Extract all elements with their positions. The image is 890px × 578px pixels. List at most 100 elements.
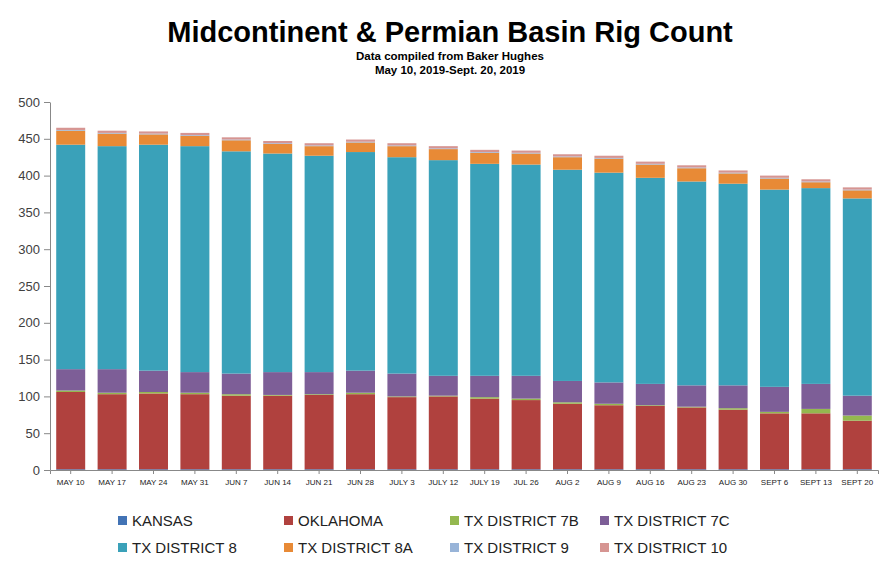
bar bbox=[843, 190, 872, 198]
bar bbox=[387, 374, 416, 397]
bar bbox=[139, 392, 168, 393]
bar bbox=[801, 409, 830, 413]
tick-label: MAY 17 bbox=[98, 478, 126, 487]
tick-label: SEPT 20 bbox=[841, 478, 873, 487]
tick-label: AUG 16 bbox=[636, 478, 665, 487]
tick-label: MAY 24 bbox=[140, 478, 168, 487]
bar bbox=[470, 376, 499, 397]
tick-mark bbox=[691, 470, 692, 474]
tick: JUN 21 bbox=[306, 470, 333, 487]
bar bbox=[760, 412, 789, 413]
bar bbox=[346, 140, 375, 142]
legend-swatch bbox=[118, 543, 127, 552]
bar bbox=[843, 416, 872, 421]
tick: 500 bbox=[18, 95, 50, 110]
tick-mark bbox=[443, 470, 444, 474]
tick: MAY 10 bbox=[57, 470, 85, 487]
tick-label: AUG 9 bbox=[597, 478, 622, 487]
bar bbox=[98, 146, 127, 369]
bar bbox=[346, 393, 375, 394]
tick-mark bbox=[112, 470, 113, 474]
legend-label: TX DISTRICT 7C bbox=[614, 512, 730, 529]
bar bbox=[305, 395, 334, 469]
tick-mark bbox=[401, 470, 402, 474]
bar bbox=[594, 404, 623, 405]
tick-label: SEPT 13 bbox=[800, 478, 832, 487]
tick: 0 bbox=[33, 463, 50, 478]
bar bbox=[98, 394, 127, 469]
bar bbox=[56, 392, 85, 469]
bar bbox=[677, 168, 706, 181]
bar bbox=[222, 394, 251, 395]
series bbox=[56, 369, 872, 415]
bar bbox=[56, 391, 85, 392]
bar bbox=[305, 146, 334, 156]
tick-mark bbox=[44, 470, 50, 471]
tick-mark bbox=[484, 470, 485, 474]
tick-label: AUG 2 bbox=[555, 478, 580, 487]
bar bbox=[346, 394, 375, 469]
tick: JUN 28 bbox=[347, 470, 374, 487]
tick-label: 400 bbox=[18, 168, 40, 183]
bar bbox=[719, 173, 748, 183]
series bbox=[56, 131, 872, 199]
tick-mark bbox=[44, 396, 50, 397]
tick-mark bbox=[194, 470, 195, 474]
tick: 150 bbox=[18, 352, 50, 367]
bar bbox=[387, 397, 416, 469]
tick-label: AUG 23 bbox=[677, 478, 706, 487]
bar bbox=[305, 372, 334, 394]
tick-label: 100 bbox=[18, 389, 40, 404]
title: Midcontinent & Permian Basin Rig Count bbox=[167, 16, 733, 48]
tick-mark bbox=[44, 139, 50, 140]
axis-line bbox=[50, 103, 51, 471]
tick-label: 450 bbox=[18, 131, 40, 146]
subtitle: May 10, 2019-Sept. 20, 2019 bbox=[375, 64, 525, 76]
bar bbox=[801, 179, 830, 181]
tick: JUN 7 bbox=[225, 470, 248, 487]
tick-label: MAY 10 bbox=[57, 478, 85, 487]
bar bbox=[594, 405, 623, 469]
bar bbox=[180, 393, 209, 394]
tick: JULY 3 bbox=[389, 470, 415, 487]
legend-item: TX DISTRICT 7B bbox=[450, 512, 579, 529]
x-axis: MAY 10 MAY 17 MAY 24 MAY 31 JUN 7 JUN 14 JUN 2… bbox=[51, 470, 879, 487]
bar bbox=[843, 421, 872, 470]
tick-mark bbox=[650, 470, 651, 474]
bar bbox=[470, 399, 499, 470]
bar bbox=[139, 131, 168, 133]
legend-swatch bbox=[450, 516, 459, 525]
bar bbox=[139, 393, 168, 469]
legend-label: OKLAHOMA bbox=[298, 512, 383, 529]
bar bbox=[801, 182, 830, 188]
tick-label: MAY 31 bbox=[181, 478, 209, 487]
bar bbox=[594, 173, 623, 383]
bar bbox=[222, 137, 251, 139]
series bbox=[56, 469, 872, 470]
legend-label: TX DISTRICT 10 bbox=[614, 539, 727, 556]
bar bbox=[429, 146, 458, 148]
bar bbox=[719, 408, 748, 409]
bar bbox=[346, 152, 375, 371]
tick-mark bbox=[608, 470, 609, 474]
plot: 050100150200250300350400450500MAY 10MAY … bbox=[18, 95, 878, 487]
tick-mark bbox=[44, 176, 50, 177]
tick: 250 bbox=[18, 279, 50, 294]
tick: MAY 17 bbox=[98, 470, 126, 487]
legend-item: TX DISTRICT 7C bbox=[600, 512, 730, 529]
bar bbox=[760, 190, 789, 387]
tick: 450 bbox=[18, 131, 50, 146]
bar bbox=[180, 394, 209, 469]
series bbox=[56, 145, 872, 396]
bar bbox=[429, 160, 458, 376]
legend-item: OKLAHOMA bbox=[284, 512, 383, 529]
bar bbox=[305, 143, 334, 145]
subtitle: Data compiled from Baker Hughes bbox=[356, 50, 544, 62]
tick-mark bbox=[815, 470, 816, 474]
tick-label: JUN 14 bbox=[264, 478, 291, 487]
bar bbox=[180, 372, 209, 393]
tick: 50 bbox=[26, 426, 50, 441]
tick-label: JUN 28 bbox=[347, 478, 374, 487]
bar bbox=[180, 146, 209, 372]
tick-label: JUN 7 bbox=[225, 478, 248, 487]
